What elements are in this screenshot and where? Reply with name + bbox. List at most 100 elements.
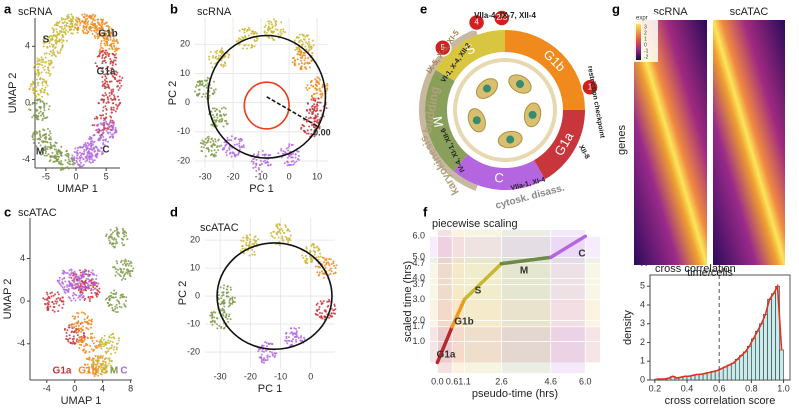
cell-dot — [298, 39, 301, 42]
cell-dot — [300, 334, 303, 337]
cell-dot — [41, 58, 44, 61]
cell-dot — [277, 230, 280, 233]
annotation: XII-8 — [577, 144, 591, 160]
cell-dot — [49, 72, 52, 75]
cell-dot — [213, 316, 216, 319]
cell-dot — [110, 333, 113, 336]
cell-dot — [96, 346, 99, 349]
cell-dot — [218, 120, 221, 123]
bar — [726, 364, 732, 381]
cell-dot — [110, 111, 113, 114]
phase-label: M — [520, 266, 528, 277]
cell-dot — [196, 93, 199, 96]
cell-dot — [61, 44, 64, 47]
cell-dot — [117, 47, 120, 50]
cell-dot — [95, 339, 98, 342]
cell-dot — [107, 140, 110, 143]
cell-dot — [106, 80, 109, 83]
cell-dot — [71, 163, 74, 166]
cell-dot — [316, 107, 319, 110]
cell-dot — [216, 113, 219, 116]
cell-dot — [46, 127, 49, 130]
y-axis-title: PC 2 — [177, 281, 189, 305]
cell-dot — [219, 303, 222, 306]
cell-dot — [100, 356, 103, 359]
cell-dot — [288, 230, 291, 233]
cell-dot — [52, 294, 55, 297]
cell-dot — [77, 327, 80, 330]
cell-dot — [36, 69, 39, 72]
cell-dot — [242, 252, 245, 255]
cell-dot — [96, 37, 99, 40]
cell-dot — [108, 87, 111, 90]
cell-dot — [112, 53, 115, 56]
cell-dot — [314, 87, 317, 90]
cell-dot — [95, 277, 98, 280]
cell-dot — [224, 64, 227, 67]
cell-dot — [98, 55, 101, 58]
cell-dot — [114, 274, 117, 277]
cell-dot — [103, 32, 106, 35]
cell-dot — [282, 150, 285, 153]
cell-dot — [101, 76, 104, 79]
cell-dot — [119, 275, 122, 278]
cell-dot — [74, 276, 77, 279]
cell-dot — [107, 55, 110, 58]
cell-dot — [257, 168, 260, 171]
cell-dot — [67, 25, 70, 28]
cell-dot — [82, 325, 85, 328]
cell-dot — [81, 20, 84, 23]
cell-dot — [106, 297, 109, 300]
cell-dot — [80, 311, 83, 314]
cell-dot — [310, 128, 313, 131]
cell-dot — [118, 87, 121, 90]
cell-dot — [221, 313, 224, 316]
cell-dot — [76, 146, 79, 149]
cell-dot — [70, 13, 73, 16]
cell-dot — [286, 156, 289, 159]
cell-dot — [41, 80, 44, 83]
y-tick-label: 10 — [180, 68, 190, 78]
phase-label: M — [430, 115, 447, 128]
cell-dot — [80, 343, 83, 346]
cell-dot — [65, 331, 68, 334]
cell-dot — [72, 17, 75, 20]
cell-dot — [104, 92, 107, 95]
cell-dot — [223, 284, 226, 287]
cell-dot — [261, 350, 264, 353]
cell-dot — [220, 120, 223, 123]
cluster-label: S — [102, 366, 109, 377]
cell-dot — [51, 151, 54, 154]
x-axis-title: UMAP 1 — [61, 395, 102, 405]
cell-dot — [194, 85, 197, 88]
cell-dot — [106, 30, 109, 33]
cell-dot — [114, 267, 117, 270]
colorbar-tick: 0 — [644, 42, 647, 48]
cell-dot — [85, 326, 88, 329]
cell-dot — [76, 277, 79, 280]
cell-dot — [294, 332, 297, 335]
cell-dot — [97, 282, 100, 285]
cell-dot — [50, 61, 53, 64]
cell-dot — [104, 365, 107, 368]
cell-dot — [209, 50, 212, 53]
cell-dot — [128, 262, 131, 265]
cell-dot — [237, 39, 240, 42]
y-tick-label: 0 — [640, 374, 645, 384]
cell-dot — [41, 78, 44, 81]
phase-label: C — [494, 170, 505, 186]
cell-dot — [45, 71, 48, 74]
cell-cloud — [94, 49, 118, 72]
cell-dot — [38, 59, 41, 62]
cell-dot — [265, 31, 268, 34]
cell-dot — [198, 88, 201, 91]
cell-dot — [78, 278, 81, 281]
cell-dot — [86, 320, 89, 323]
cell-dot — [229, 151, 232, 154]
cell-dot — [62, 167, 65, 170]
cell-dot — [306, 262, 309, 265]
bar — [763, 314, 768, 381]
cell-dot — [39, 144, 42, 147]
cell-dot — [43, 102, 46, 105]
x-tick-label: 2.6 — [495, 376, 508, 386]
